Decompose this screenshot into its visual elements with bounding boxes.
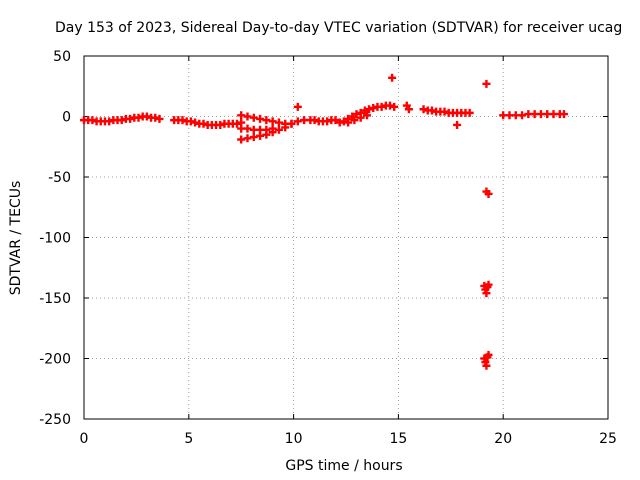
- data-point: [256, 114, 265, 123]
- data-point: [199, 119, 208, 128]
- data-point: [268, 117, 277, 126]
- x-tick-label: 10: [285, 431, 303, 447]
- data-point: [243, 112, 252, 121]
- data-points: [80, 73, 568, 370]
- data-point: [293, 102, 302, 111]
- data-point: [419, 105, 428, 114]
- data-point: [427, 106, 436, 115]
- data-point: [350, 116, 359, 125]
- data-point: [274, 125, 283, 134]
- data-point: [126, 114, 135, 123]
- y-tick-label: -250: [39, 412, 71, 428]
- data-point: [482, 79, 491, 88]
- data-point: [262, 125, 271, 134]
- data-point: [287, 119, 296, 128]
- data-point: [262, 116, 271, 125]
- data-point: [233, 119, 242, 128]
- data-point: [369, 104, 378, 113]
- y-tick-label: -50: [48, 170, 71, 186]
- data-point: [559, 110, 568, 119]
- data-point: [360, 106, 369, 115]
- data-point: [453, 120, 462, 129]
- data-point: [178, 116, 187, 125]
- data-point: [134, 113, 143, 122]
- data-point: [518, 111, 527, 120]
- data-point: [362, 111, 371, 120]
- x-tick-label: 15: [389, 431, 407, 447]
- data-point: [352, 110, 361, 119]
- data-point: [344, 118, 353, 127]
- data-point: [484, 189, 493, 198]
- data-point: [390, 102, 399, 111]
- y-axis-label: SDTVAR / TECUs: [8, 181, 24, 296]
- data-point: [274, 118, 283, 127]
- data-point: [88, 116, 97, 125]
- data-point: [281, 123, 290, 132]
- data-point: [249, 113, 258, 122]
- data-point: [335, 118, 344, 127]
- data-point: [237, 135, 246, 144]
- x-tick-label: 5: [184, 431, 193, 447]
- x-tick-label: 20: [494, 431, 512, 447]
- y-tick-label: 50: [53, 49, 71, 65]
- data-point: [388, 73, 397, 82]
- data-point: [377, 102, 386, 111]
- data-point: [482, 361, 491, 370]
- data-point: [440, 107, 449, 116]
- data-point: [356, 113, 365, 122]
- y-tick-label: -200: [39, 352, 71, 368]
- x-tick-label: 25: [599, 431, 617, 447]
- data-point: [484, 350, 493, 359]
- data-point: [293, 117, 302, 126]
- data-point: [339, 117, 348, 126]
- data-point: [186, 117, 195, 126]
- data-point: [237, 111, 246, 120]
- axis-ticks: 0 5 10 15 20 25 -250 -200 -150 -100 -50 0 50: [39, 49, 617, 447]
- data-point: [151, 113, 160, 122]
- data-point: [331, 116, 340, 125]
- y-tick-label: 0: [62, 110, 71, 126]
- x-tick-label: 0: [80, 431, 89, 447]
- data-point: [386, 101, 395, 110]
- data-point: [142, 112, 151, 121]
- data-point: [310, 116, 319, 125]
- chart-title: Day 153 of 2023, Sidereal Day-to-day VTE…: [55, 20, 622, 36]
- data-point: [484, 280, 493, 289]
- data-point: [216, 120, 225, 129]
- data-point: [249, 133, 258, 142]
- data-point: [404, 105, 413, 114]
- data-point: [268, 124, 277, 133]
- data-point: [243, 124, 252, 133]
- data-point: [465, 108, 474, 117]
- y-tick-label: -100: [39, 231, 71, 247]
- y-tick-label: -150: [39, 291, 71, 307]
- data-point: [155, 114, 164, 123]
- data-point: [105, 117, 114, 126]
- data-point: [365, 105, 374, 114]
- data-point: [243, 134, 252, 143]
- data-point: [191, 118, 200, 127]
- x-axis-label: GPS time / hours: [285, 458, 402, 474]
- data-point: [117, 116, 126, 125]
- data-point: [323, 117, 332, 126]
